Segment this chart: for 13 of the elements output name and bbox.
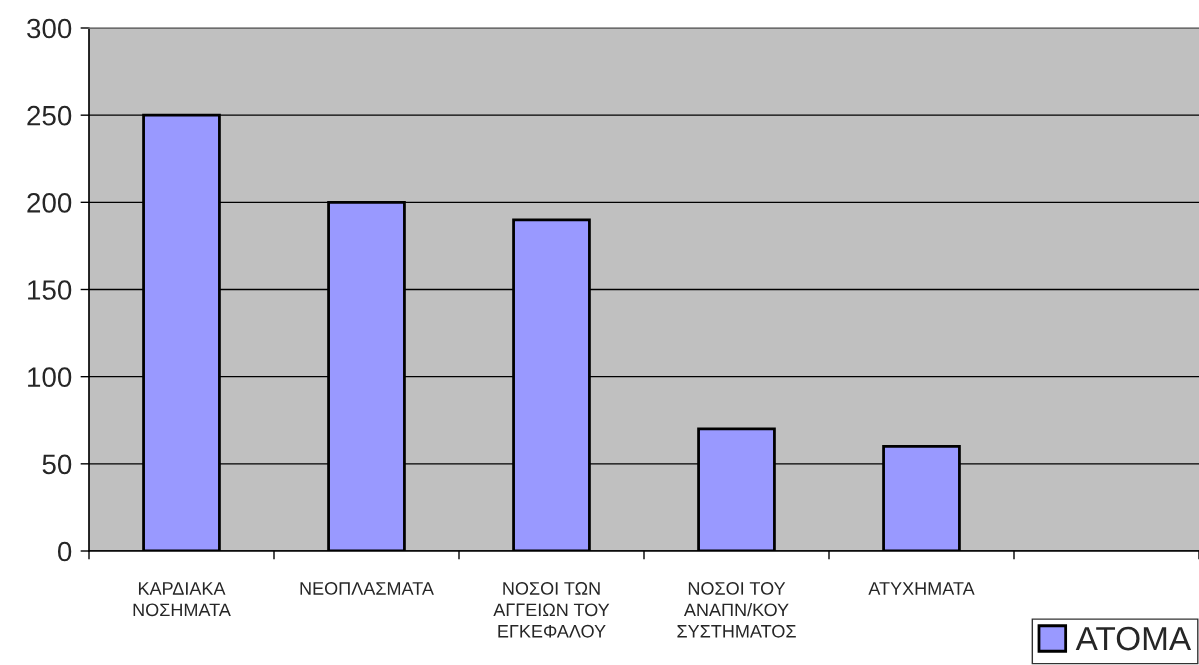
x-tick-label: ΝΟΣΟΙ ΤΩΝ ΑΓΓΕΙΩΝ ΤΟΥ ΕΓΚΕΦΑΛΟΥ — [493, 582, 610, 638]
x-tick-label: ΑΤΥΧΗΜΑΤΑ — [868, 582, 975, 595]
y-tick-label: 250 — [27, 105, 72, 126]
x-tick-label: ΝΕΟΠΛΑΣΜΑΤΑ — [300, 582, 434, 595]
legend-label: ΑΤΟΜΑ — [1075, 626, 1192, 651]
x-tick-label: ΚΑΡΔΙΑΚΑ ΝΟΣΗΜΑΤΑ — [133, 582, 231, 617]
y-tick-label: 300 — [27, 18, 72, 39]
y-tick-label: 150 — [28, 280, 72, 300]
y-tick-label: 50 — [42, 454, 72, 475]
y-tick-label: 200 — [27, 193, 72, 213]
y-tick-label: 0 — [57, 541, 72, 562]
x-tick-label: ΝΟΣΟΙ ΤΟΥ ΑΝΑΠΝ/ΚΟΥ ΣΥΣΤΗΜΑΤΟΣ — [677, 582, 796, 638]
y-tick-label: 100 — [28, 367, 72, 388]
